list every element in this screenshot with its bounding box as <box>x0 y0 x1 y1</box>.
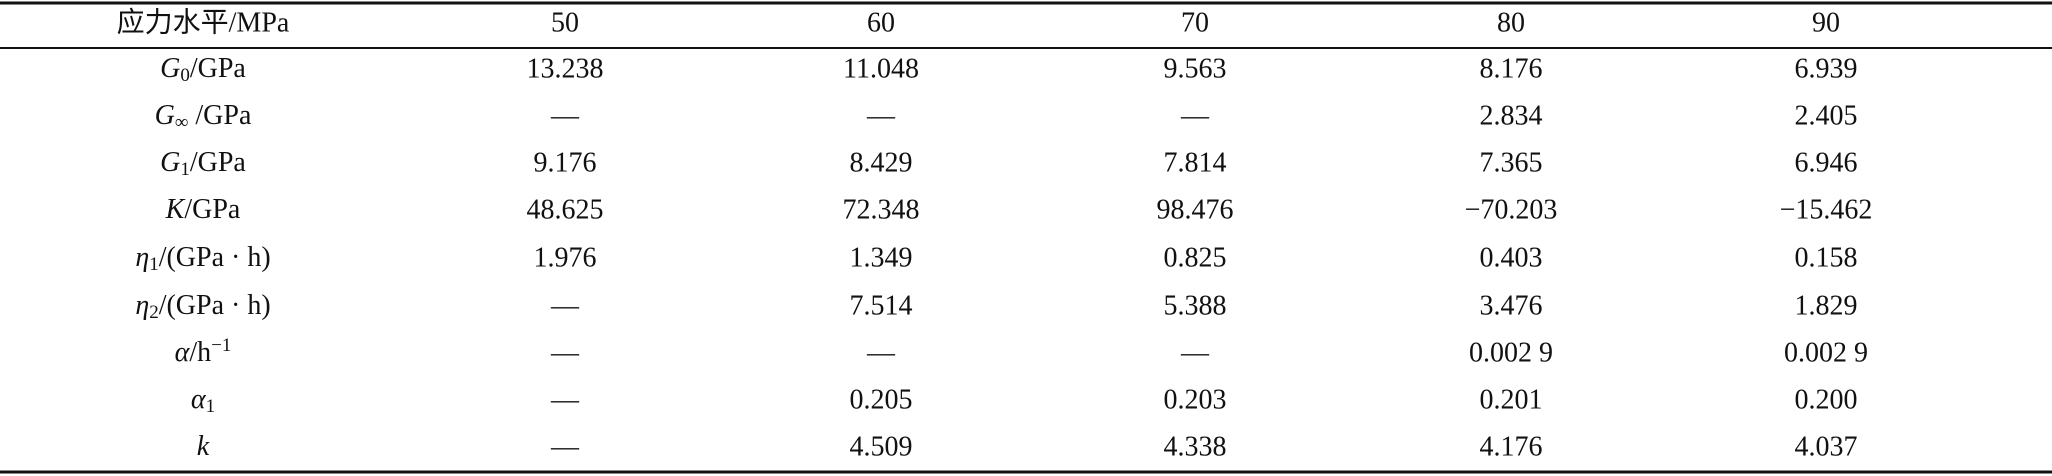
row-label: α/h−1 <box>175 335 232 369</box>
cell: 0.002 9 <box>1784 337 1868 368</box>
cell: 8.429 <box>850 147 913 178</box>
cell: 7.814 <box>1164 147 1227 178</box>
cell: 7.365 <box>1480 147 1543 178</box>
cell: −70.203 <box>1465 194 1558 225</box>
cell: 8.176 <box>1480 53 1543 84</box>
row-label: K/GPa <box>165 194 241 225</box>
cell: 7.514 <box>850 290 913 321</box>
cell: — <box>550 431 580 462</box>
cell: 4.509 <box>850 431 913 462</box>
cell: 4.037 <box>1795 431 1858 462</box>
cell: 11.048 <box>843 53 919 84</box>
cell: 13.238 <box>527 53 604 84</box>
cell: 98.476 <box>1157 194 1234 225</box>
cell: 72.348 <box>843 194 920 225</box>
cell: — <box>550 100 580 131</box>
header-cell: 应力水平/MPa <box>117 6 290 38</box>
row-label: α1 <box>191 384 215 417</box>
cell: — <box>866 100 896 131</box>
row-label: G∞ /GPa <box>155 100 252 133</box>
cell: 1.349 <box>850 242 913 273</box>
label-part: 2 <box>149 302 159 323</box>
cell: 2.834 <box>1480 100 1543 131</box>
row-label: G0/GPa <box>160 53 246 86</box>
label-part: /(GPa · h) <box>159 290 271 321</box>
header-cell: 50 <box>551 7 579 38</box>
cell: 6.939 <box>1795 53 1858 84</box>
label-part: η <box>135 242 149 273</box>
label-part: α <box>191 384 207 415</box>
cell: 3.476 <box>1480 290 1543 321</box>
cell: 2.405 <box>1795 100 1858 131</box>
row-label: η1/(GPa · h) <box>135 242 270 275</box>
label-part: ∞ <box>175 112 189 133</box>
label-part: G <box>155 100 175 131</box>
cell: 0.158 <box>1795 242 1858 273</box>
label-part: α <box>175 337 191 368</box>
cell: 0.200 <box>1795 384 1858 415</box>
header-cell: 80 <box>1497 7 1525 38</box>
header-cell: 70 <box>1181 7 1209 38</box>
label-part: k <box>197 431 210 462</box>
cell: 0.002 9 <box>1469 337 1553 368</box>
cell: 0.201 <box>1480 384 1543 415</box>
cell: 1.829 <box>1795 290 1858 321</box>
label-part: G <box>160 147 180 178</box>
label-part: /GPa <box>188 100 252 131</box>
cell: 0.203 <box>1164 384 1227 415</box>
label-part: /h <box>189 337 211 368</box>
cell: 0.403 <box>1480 242 1543 273</box>
cell: — <box>1180 100 1210 131</box>
label-part: /(GPa · h) <box>159 242 271 273</box>
cell: — <box>1180 337 1210 368</box>
cell: 4.338 <box>1164 431 1227 462</box>
label-part: 1 <box>180 159 190 180</box>
cell: 6.946 <box>1795 147 1858 178</box>
cell: −15.462 <box>1780 194 1873 225</box>
cell: 1.976 <box>534 242 597 273</box>
cell: — <box>550 384 580 415</box>
cell: 4.176 <box>1480 431 1543 462</box>
label-part: −1 <box>211 335 231 356</box>
cell: 0.825 <box>1164 242 1227 273</box>
label-part: G <box>160 53 180 84</box>
cell: 9.563 <box>1164 53 1227 84</box>
row-label: G1/GPa <box>160 147 246 180</box>
header-cell: 60 <box>867 7 895 38</box>
label-part: η <box>135 290 149 321</box>
label-part: 0 <box>180 65 190 86</box>
cell: 9.176 <box>534 147 597 178</box>
cell: 0.205 <box>850 384 913 415</box>
cell: — <box>550 337 580 368</box>
cell: — <box>866 337 896 368</box>
cell: — <box>550 290 580 321</box>
label-part: /GPa <box>190 147 247 178</box>
label-part: 1 <box>149 254 159 275</box>
label-part: 1 <box>206 396 216 417</box>
row-label: k <box>197 431 210 462</box>
label-part: K <box>165 194 186 225</box>
cell: 5.388 <box>1164 290 1227 321</box>
header-cell: 90 <box>1812 7 1840 38</box>
label-part: /GPa <box>184 194 241 225</box>
row-label: η2/(GPa · h) <box>135 290 270 323</box>
label-part: /GPa <box>190 53 247 84</box>
cell: 48.625 <box>527 194 604 225</box>
